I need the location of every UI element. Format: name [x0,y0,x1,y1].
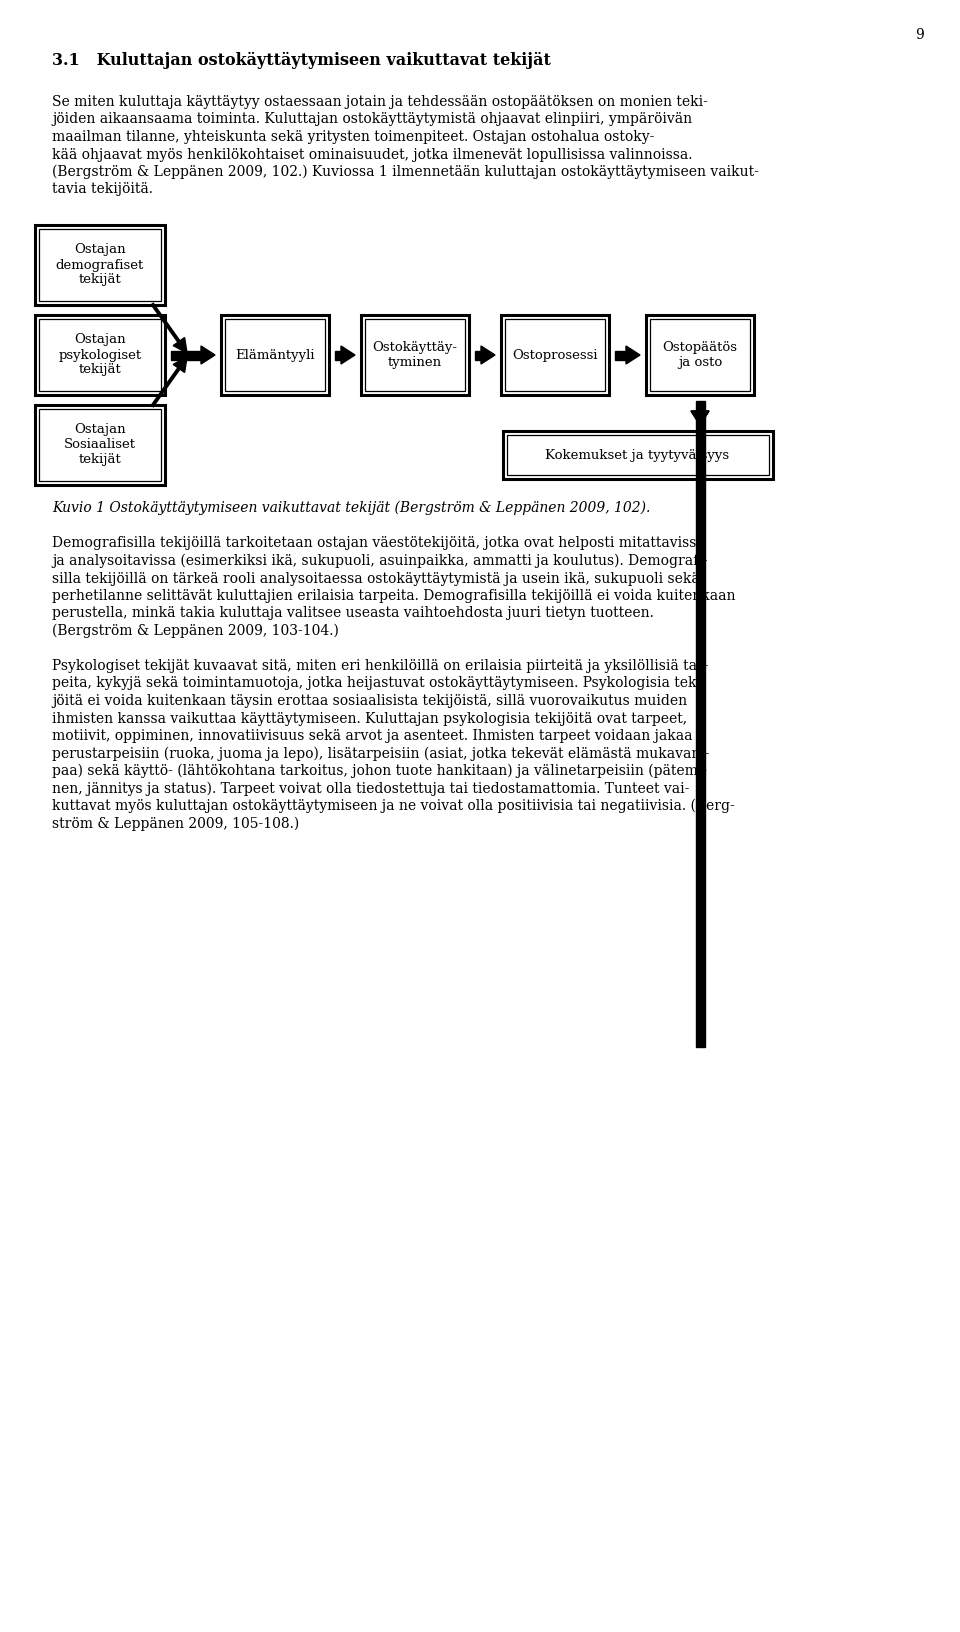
Bar [505,318,605,392]
Text: maailman tilanne, yhteiskunta sekä yritysten toimenpiteet. Ostajan ostohalua ost: maailman tilanne, yhteiskunta sekä yrity… [52,131,655,144]
Bar [39,318,161,392]
Bar [35,405,165,485]
Text: kuttavat myös kuluttajan ostokäyttäytymiseen ja ne voivat olla positiivisia tai : kuttavat myös kuluttajan ostokäyttäytymi… [52,800,734,813]
Text: Demografisilla tekijöillä tarkoitetaan ostajan väestötekijöitä, jotka ovat helpo: Demografisilla tekijöillä tarkoitetaan o… [52,537,705,550]
Text: perhetilanne selittävät kuluttajien erilaisia tarpeita. Demografisilla tekijöill: perhetilanne selittävät kuluttajien eril… [52,589,735,602]
Text: Ostoprosessi: Ostoprosessi [513,349,598,362]
Text: Ostopäätös
ja osto: Ostopäätös ja osto [662,341,737,369]
Text: nen, jännitys ja status). Tarpeet voivat olla tiedostettuja tai tiedostamattomia: nen, jännitys ja status). Tarpeet voivat… [52,782,689,796]
Bar [475,351,481,359]
Bar [39,410,161,481]
Polygon shape [341,346,355,364]
Text: (Bergström & Leppänen 2009, 102.) Kuviossa 1 ilmennetään kuluttajan ostokäyttäyt: (Bergström & Leppänen 2009, 102.) Kuvios… [52,165,758,180]
Text: (Bergström & Leppänen 2009, 103-104.): (Bergström & Leppänen 2009, 103-104.) [52,623,339,638]
Text: Se miten kuluttaja käyttäytyy ostaessaan jotain ja tehdessään ostopäätöksen on m: Se miten kuluttaja käyttäytyy ostaessaan… [52,95,708,109]
Text: paa) sekä käyttö- (lähtökohtana tarkoitus, johon tuote hankitaan) ja välinetarpe: paa) sekä käyttö- (lähtökohtana tarkoitu… [52,764,708,778]
Text: Elämäntyyli: Elämäntyyli [235,349,315,362]
Bar [507,436,769,475]
Text: ja analysoitavissa (esimerkiksi ikä, sukupuoli, asuinpaikka, ammatti ja koulutus: ja analysoitavissa (esimerkiksi ikä, suk… [52,553,708,568]
Text: jöitä ei voida kuitenkaan täysin erottaa sosiaalisista tekijöistä, sillä vuorova: jöitä ei voida kuitenkaan täysin erottaa… [52,694,687,708]
Bar [695,411,705,1048]
Polygon shape [691,411,709,424]
Text: Ostajan
psykologiset
tekijät: Ostajan psykologiset tekijät [59,333,141,377]
Bar [365,318,465,392]
Bar [335,351,341,359]
Text: Ostokäyttäy-
tyminen: Ostokäyttäy- tyminen [372,341,458,369]
Bar [502,431,773,480]
Bar [35,225,165,305]
Text: 3.1   Kuluttajan ostokäyttäytymiseen vaikuttavat tekijät: 3.1 Kuluttajan ostokäyttäytymiseen vaiku… [52,52,551,69]
Polygon shape [173,357,187,372]
Text: motiivit, oppiminen, innovatiivisuus sekä arvot ja asenteet. Ihmisten tarpeet vo: motiivit, oppiminen, innovatiivisuus sek… [52,730,692,743]
Text: kää ohjaavat myös henkilökohtaiset ominaisuudet, jotka ilmenevät lopullisissa va: kää ohjaavat myös henkilökohtaiset omina… [52,147,692,162]
Polygon shape [481,346,495,364]
Text: peita, kykyjä sekä toimintamuotoja, jotka heijastuvat ostokäyttäytymiseen. Psyko: peita, kykyjä sekä toimintamuotoja, jotk… [52,677,706,690]
Text: tavia tekijöitä.: tavia tekijöitä. [52,183,153,196]
Text: perustella, minkä takia kuluttaja valitsee useasta vaihtoehdosta juuri tietyn tu: perustella, minkä takia kuluttaja valits… [52,607,654,620]
Text: Psykologiset tekijät kuvaavat sitä, miten eri henkilöillä on erilaisia piirteitä: Psykologiset tekijät kuvaavat sitä, mite… [52,659,708,672]
Bar [35,315,165,395]
Bar [650,318,750,392]
Text: silla tekijöillä on tärkeä rooli analysoitaessa ostokäyttäytymistä ja usein ikä,: silla tekijöillä on tärkeä rooli analyso… [52,571,700,586]
Text: perustarpeisiin (ruoka, juoma ja lepo), lisätarpeisiin (asiat, jotka tekevät elä: perustarpeisiin (ruoka, juoma ja lepo), … [52,746,709,761]
Polygon shape [626,346,640,364]
Bar [361,315,469,395]
Polygon shape [691,411,709,424]
Text: 9: 9 [916,28,924,42]
Bar [221,315,329,395]
Bar [225,318,325,392]
Polygon shape [201,346,215,364]
Text: ström & Leppänen 2009, 105-108.): ström & Leppänen 2009, 105-108.) [52,816,300,831]
Bar [646,315,754,395]
Text: jöiden aikaansaama toiminta. Kuluttajan ostokäyttäytymistä ohjaavat elinpiiri, y: jöiden aikaansaama toiminta. Kuluttajan … [52,113,692,127]
Text: Kokemukset ja tyytyväisyys: Kokemukset ja tyytyväisyys [545,449,730,462]
Text: ihmisten kanssa vaikuttaa käyttäytymiseen. Kuluttajan psykologisia tekijöitä ova: ihmisten kanssa vaikuttaa käyttäytymisee… [52,712,687,726]
Text: Kuvio 1 Ostokäyttäytymiseen vaikuttavat tekijät (Bergström & Leppänen 2009, 102): Kuvio 1 Ostokäyttäytymiseen vaikuttavat … [52,501,650,516]
Bar [171,351,201,359]
Polygon shape [173,338,187,353]
Bar [501,315,609,395]
Bar [615,351,626,359]
Text: Ostajan
Sosiaaliset
tekijät: Ostajan Sosiaaliset tekijät [64,423,136,467]
Bar [39,228,161,300]
Text: Ostajan
demografiset
tekijät: Ostajan demografiset tekijät [56,243,144,287]
Bar [695,401,705,411]
